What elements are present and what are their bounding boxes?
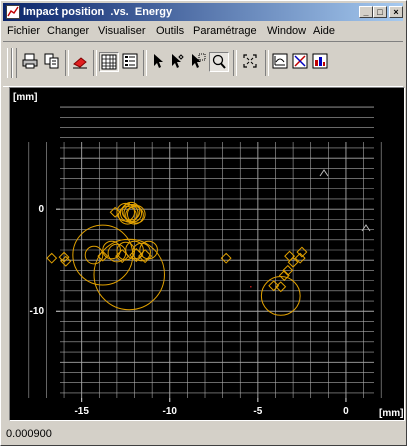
print-button[interactable] [21, 52, 41, 72]
impact-diamond [282, 264, 294, 276]
eraser-button[interactable] [71, 52, 91, 72]
toolbar-separator [93, 50, 97, 76]
impact-dot [128, 202, 130, 204]
toolbar-separator [65, 50, 69, 76]
status-bar: 0.000900 [3, 425, 403, 443]
maximize-button[interactable]: □ [373, 6, 387, 18]
title-bar[interactable]: Impact position .vs. Energy _ □ × [3, 3, 403, 21]
impact-circle [118, 205, 137, 225]
impact-circle [121, 201, 141, 221]
select-region-icon [192, 53, 206, 68]
grid-button[interactable] [99, 52, 119, 72]
menu-visualiser[interactable]: Visualiser [98, 25, 146, 37]
impact-diamond [278, 270, 290, 281]
zoom-icon [212, 54, 226, 69]
zoom-button[interactable] [209, 52, 229, 72]
impact-diamond [60, 255, 72, 267]
menu-window[interactable]: Window [267, 25, 307, 37]
plot-bars-button[interactable] [311, 52, 331, 72]
status-value: 0.000900 [6, 428, 52, 440]
impact-plot[interactable]: [mm] [mm] -15 -10 -5 0 0 -10 [10, 88, 404, 420]
impact-circle [72, 224, 134, 286]
grid-icon [101, 54, 117, 70]
y-unit-label: [mm] [13, 92, 37, 103]
impact-circle [102, 240, 121, 260]
toolbar-separator [233, 50, 237, 76]
grid [28, 106, 382, 402]
fit-button[interactable] [241, 52, 261, 72]
impact-diamond [275, 281, 287, 293]
select-point-icon [172, 54, 184, 68]
plot-scatter-icon [272, 53, 288, 69]
toolbar-separator [143, 50, 147, 76]
x-unit-label: [mm] [379, 408, 403, 419]
impact-diamond [46, 252, 58, 264]
impact-diamond [58, 251, 70, 263]
impact-circle [116, 202, 136, 222]
list-button[interactable] [121, 52, 141, 72]
plot-area[interactable]: [mm] [mm] -15 -10 -5 0 0 -10 [9, 87, 405, 421]
impact-diamond [220, 252, 232, 264]
x-tick-label: -5 [253, 406, 262, 417]
impact-diamond [97, 250, 109, 262]
toolbar [3, 41, 403, 87]
impact-diamond [138, 249, 153, 264]
select-point-button[interactable] [169, 52, 189, 72]
menu-outils[interactable]: Outils [156, 25, 185, 37]
impact-circle [125, 240, 144, 260]
close-button[interactable]: × [389, 6, 403, 18]
eraser-icon [73, 57, 87, 69]
impact-diamond [115, 249, 130, 264]
x-tick-label: -10 [163, 406, 178, 417]
menu-changer[interactable]: Changer [47, 25, 90, 37]
menu-aide[interactable]: Aide [313, 25, 336, 37]
plot-background [10, 88, 404, 420]
impact-circle [84, 245, 104, 265]
impact-diamond [294, 252, 306, 264]
menu-fichier[interactable]: Fichier [7, 25, 41, 37]
impact-diamond [284, 250, 296, 262]
y-tick-label: -10 [30, 306, 45, 317]
toolbar-separator [265, 50, 269, 76]
x-tick-label: -15 [74, 406, 89, 417]
plot-mixed-icon [292, 53, 308, 69]
y-tick-label: 0 [38, 204, 44, 215]
minimize-button[interactable]: _ [359, 6, 373, 18]
axis-arrows [319, 169, 371, 232]
pointer-icon [154, 54, 163, 68]
pointer-button[interactable] [149, 52, 169, 72]
list-icon [122, 53, 138, 69]
impact-diamond [268, 280, 280, 292]
fit-icon [243, 54, 257, 68]
print-icon [22, 53, 38, 69]
menu-bar: Fichier Changer Visualiser Outils Paramé… [3, 22, 403, 40]
toolbar-grip[interactable] [12, 48, 17, 78]
x-axis-arrow-icon [361, 224, 371, 232]
impact-circle [126, 204, 146, 224]
window-title: Impact position .vs. Energy [23, 6, 173, 18]
copy-button[interactable] [43, 52, 63, 72]
tick-labels: -15 -10 -5 0 0 -10 [30, 204, 350, 417]
plot-scatter-button[interactable] [271, 52, 291, 72]
impact-diamond [109, 206, 121, 218]
impact-circle [125, 205, 144, 225]
copy-icon [44, 53, 59, 69]
plot-bars-icon [312, 53, 328, 69]
y-axis-arrow-icon [319, 169, 329, 177]
impact-dot [250, 286, 252, 288]
markers [46, 201, 308, 316]
x-tick-label: 0 [343, 406, 349, 417]
impact-circle [93, 238, 165, 311]
select-region-button[interactable] [189, 52, 209, 72]
impact-diamond [129, 248, 144, 263]
axes: [mm] [mm] [13, 92, 403, 419]
menu-parametrage[interactable]: Paramétrage [193, 25, 257, 37]
app-icon [6, 5, 20, 19]
impact-diamond [296, 246, 308, 258]
toolbar-grip[interactable] [7, 48, 12, 78]
plot-mixed-button[interactable] [291, 52, 311, 72]
